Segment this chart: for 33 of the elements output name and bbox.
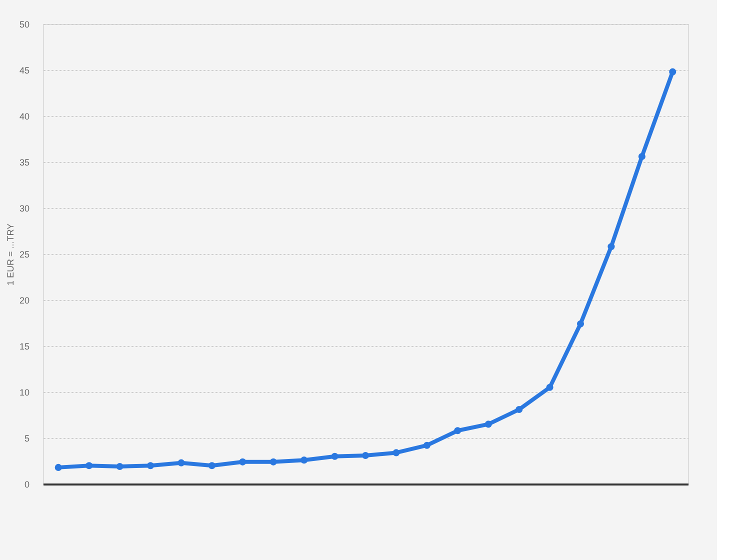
y-tick-label: 0 bbox=[24, 480, 30, 490]
point bbox=[86, 462, 93, 470]
point bbox=[669, 68, 676, 76]
point bbox=[54, 464, 62, 471]
point bbox=[576, 320, 584, 328]
y-tick-label: 40 bbox=[19, 112, 30, 122]
point bbox=[608, 243, 615, 250]
point bbox=[423, 442, 430, 449]
point bbox=[516, 406, 523, 414]
point bbox=[178, 459, 185, 466]
y-tick-label: 5 bbox=[24, 434, 30, 444]
point bbox=[116, 462, 124, 470]
point bbox=[146, 462, 154, 470]
y-tick-label: 20 bbox=[19, 296, 30, 306]
point bbox=[239, 458, 246, 466]
point bbox=[454, 427, 462, 434]
point bbox=[331, 452, 338, 460]
point bbox=[208, 462, 216, 470]
y-tick-label: 10 bbox=[19, 388, 30, 398]
y-tick-label: 30 bbox=[19, 204, 30, 214]
point bbox=[300, 456, 308, 464]
point bbox=[638, 152, 646, 160]
y-tick-label: 50 bbox=[19, 20, 30, 30]
y-tick-label: 35 bbox=[19, 158, 30, 168]
point bbox=[484, 420, 492, 428]
point bbox=[546, 384, 554, 391]
y-axis-title: 1 EUR = ...TRY bbox=[5, 223, 16, 286]
point bbox=[270, 458, 277, 466]
point bbox=[392, 449, 400, 456]
point bbox=[362, 452, 370, 460]
y-tick-label: 25 bbox=[19, 250, 30, 260]
y-tick-label: 15 bbox=[19, 342, 30, 352]
y-tick-label: 45 bbox=[19, 66, 30, 76]
